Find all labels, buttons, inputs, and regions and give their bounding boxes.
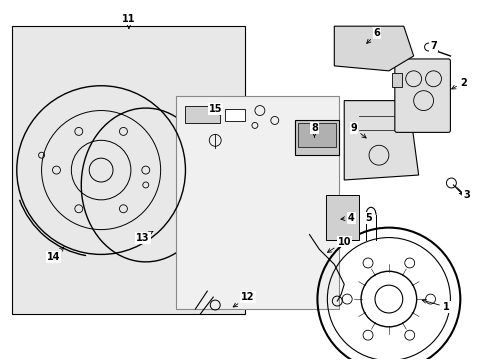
- Polygon shape: [12, 26, 244, 314]
- Bar: [391, 73, 401, 87]
- Text: 1: 1: [421, 299, 449, 312]
- Bar: [185, 105, 220, 123]
- Bar: [224, 109, 244, 121]
- Text: 9: 9: [350, 123, 366, 138]
- Text: 14: 14: [47, 247, 63, 262]
- Text: 5: 5: [365, 213, 372, 223]
- Text: 6: 6: [366, 28, 380, 44]
- Text: 11: 11: [122, 14, 135, 28]
- Text: 13: 13: [136, 231, 153, 243]
- Polygon shape: [325, 195, 358, 239]
- Text: 8: 8: [310, 123, 317, 137]
- FancyBboxPatch shape: [394, 59, 449, 132]
- Text: 7: 7: [429, 41, 437, 51]
- Bar: [297, 123, 336, 147]
- Text: 3: 3: [458, 190, 468, 200]
- Text: 10: 10: [327, 237, 350, 252]
- Polygon shape: [344, 100, 418, 180]
- Polygon shape: [334, 26, 413, 71]
- Text: 12: 12: [233, 292, 254, 307]
- Text: 4: 4: [340, 213, 354, 223]
- Text: 15: 15: [208, 104, 222, 115]
- Bar: [175, 96, 339, 309]
- Polygon shape: [294, 121, 339, 155]
- Text: 2: 2: [451, 78, 466, 89]
